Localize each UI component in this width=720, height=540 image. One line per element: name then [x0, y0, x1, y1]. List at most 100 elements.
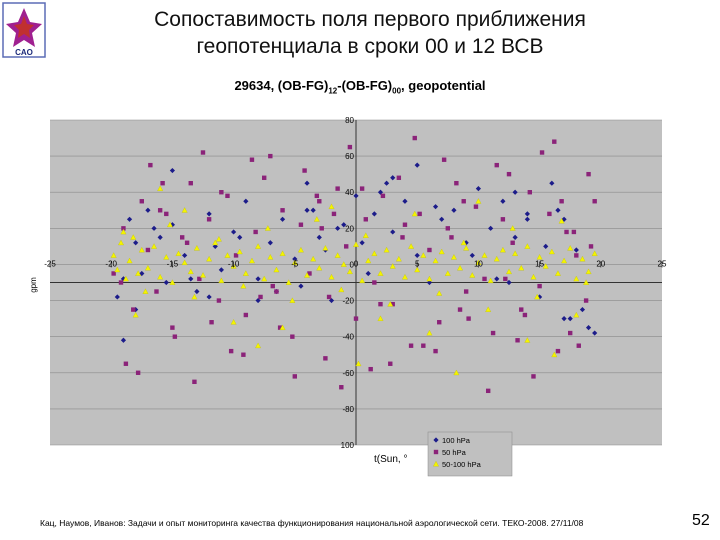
logo-star-inner — [14, 16, 34, 38]
point-50hpa — [378, 301, 383, 307]
point-100hpa — [512, 189, 518, 195]
point-50-100hpa — [191, 293, 198, 300]
legend-label: 100 hPa — [442, 436, 471, 445]
point-50hpa — [564, 229, 569, 235]
x-tick-label: -25 — [44, 259, 56, 268]
point-50-100hpa — [359, 277, 366, 284]
point-50-100hpa — [322, 245, 329, 251]
point-50-100hpa — [297, 246, 304, 253]
point-50hpa — [408, 343, 414, 348]
point-100hpa — [524, 216, 530, 222]
y-tick-label: -80 — [342, 405, 354, 414]
point-100hpa — [359, 240, 365, 246]
point-50hpa — [188, 180, 193, 186]
point-50hpa — [209, 320, 214, 325]
point-50-100hpa — [499, 246, 506, 253]
point-50-100hpa — [444, 270, 451, 276]
point-50hpa — [344, 244, 349, 249]
point-50hpa — [184, 240, 190, 245]
point-100hpa — [414, 252, 420, 259]
point-100hpa — [585, 325, 592, 331]
point-50-100hpa — [591, 250, 598, 256]
point-50-100hpa — [355, 360, 362, 367]
point-50hpa — [233, 253, 239, 258]
point-50hpa — [154, 289, 159, 294]
point-50-100hpa — [426, 329, 433, 336]
y-tick-label: -40 — [342, 333, 354, 342]
point-100hpa — [133, 240, 139, 246]
chart-title-sub2: 00 — [392, 86, 402, 96]
x-tick-label: 20 — [596, 259, 605, 268]
point-50-100hpa — [279, 324, 286, 330]
legend-label: 50 hPa — [442, 448, 467, 457]
legend-marker — [433, 437, 439, 443]
point-50hpa — [417, 211, 422, 217]
point-100hpa — [469, 252, 475, 259]
point-50hpa — [216, 298, 222, 303]
point-50-100hpa — [395, 255, 402, 262]
point-50-100hpa — [481, 252, 488, 258]
legend-marker — [433, 460, 439, 467]
point-50-100hpa — [328, 273, 335, 280]
point-50-100hpa — [542, 263, 549, 269]
chart-title: 29634, (OB-FG)12-(OB-FG)00, geopotential — [170, 78, 550, 96]
point-100hpa — [163, 279, 169, 286]
point-50hpa — [331, 211, 337, 217]
point-50hpa — [503, 276, 508, 282]
point-50hpa — [123, 361, 129, 366]
point-50-100hpa — [316, 264, 323, 271]
point-50-100hpa — [475, 198, 482, 204]
point-50hpa — [427, 247, 432, 253]
x-tick-label: -15 — [167, 259, 179, 268]
x-tick-label: -20 — [105, 259, 117, 268]
point-50-100hpa — [328, 203, 335, 210]
point-50hpa — [576, 343, 581, 348]
point-50hpa — [170, 325, 175, 330]
point-50hpa — [537, 283, 542, 289]
point-50-100hpa — [240, 282, 247, 289]
point-100hpa — [157, 234, 163, 240]
point-50hpa — [118, 280, 124, 285]
point-50-100hpa — [151, 243, 157, 249]
point-50-100hpa — [138, 246, 145, 253]
point-50hpa — [500, 217, 506, 222]
point-50hpa — [372, 280, 377, 285]
point-50hpa — [568, 330, 573, 336]
point-100hpa — [500, 198, 506, 204]
point-100hpa — [316, 234, 322, 240]
point-50hpa — [466, 316, 471, 321]
chart-title-prefix: 29634, (OB-FG) — [234, 78, 329, 93]
point-50-100hpa — [230, 319, 237, 325]
point-100hpa — [120, 337, 127, 343]
point-50hpa — [268, 153, 273, 159]
point-50hpa — [353, 316, 359, 321]
point-50-100hpa — [310, 255, 317, 262]
point-100hpa — [182, 252, 188, 259]
point-50hpa — [457, 307, 463, 312]
point-100hpa — [126, 216, 133, 222]
point-50hpa — [437, 320, 442, 325]
point-50-100hpa — [267, 254, 274, 260]
point-50hpa — [510, 240, 515, 245]
point-50-100hpa — [524, 337, 531, 343]
point-50hpa — [228, 348, 234, 354]
point-50-100hpa — [261, 275, 268, 282]
point-50-100hpa — [487, 277, 494, 284]
point-100hpa — [145, 207, 151, 213]
point-50-100hpa — [353, 241, 359, 247]
x-axis-label: t(Sun, ° — [374, 454, 407, 465]
point-50hpa — [586, 171, 591, 177]
point-100hpa — [279, 216, 286, 222]
point-50-100hpa — [215, 236, 222, 242]
point-100hpa — [579, 306, 586, 313]
data-points — [110, 135, 598, 394]
point-50-100hpa — [206, 255, 213, 262]
point-50hpa — [433, 348, 438, 354]
point-100hpa — [365, 270, 371, 277]
point-50-100hpa — [371, 250, 378, 256]
point-50hpa — [461, 199, 466, 204]
legend-marker — [433, 449, 439, 455]
x-tick-label: 0 — [354, 259, 359, 268]
point-50hpa — [249, 157, 255, 162]
point-50hpa — [277, 325, 283, 330]
